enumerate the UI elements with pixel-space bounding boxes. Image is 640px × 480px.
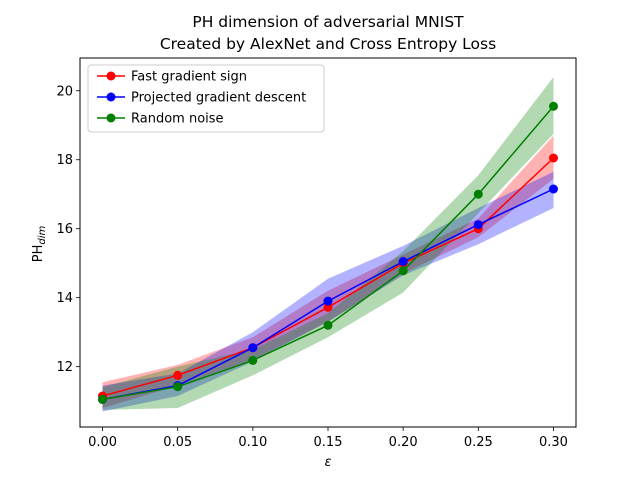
x-tick-label-0: 0.00 (88, 435, 117, 450)
x-axis-label: ε (324, 455, 331, 470)
legend-swatch-marker (106, 113, 116, 123)
x-tick-label-3: 0.15 (314, 435, 343, 450)
point-projected-gradient-descent-4 (398, 257, 408, 266)
point-random-noise-5 (473, 189, 483, 199)
y-axis: 12 14 16 18 20 (56, 84, 80, 375)
series-lines (98, 101, 558, 404)
point-random-noise-1 (173, 382, 183, 392)
x-tick-label-6: 0.30 (539, 435, 568, 450)
point-projected-gradient-descent-2 (248, 343, 258, 353)
legend-item-random-noise: Random noise (97, 112, 224, 127)
point-projected-gradient-descent-5 (473, 220, 483, 230)
x-tick-label-2: 0.10 (238, 435, 267, 450)
band-fast-gradient-sign (102, 135, 554, 408)
y-axis-label: PHdim (31, 225, 48, 262)
point-fast-gradient-sign-3 (323, 302, 333, 312)
legend-label: Random noise (131, 112, 224, 127)
y-axis-label-subscript: dim (37, 225, 48, 244)
point-random-noise-0 (98, 394, 107, 404)
y-tick-label-1: 14 (56, 291, 73, 306)
y-axis-label-main: PH (31, 245, 46, 263)
point-random-noise-2 (248, 355, 258, 365)
x-tick-label-4: 0.20 (389, 435, 418, 450)
band-random-noise (102, 77, 554, 410)
legend-label: Fast gradient sign (131, 70, 247, 85)
chart-subtitle: Created by AlexNet and Cross Entropy Los… (160, 35, 496, 53)
legend: Fast gradient sign Projected gradient de… (87, 64, 325, 133)
legend-swatch-marker (106, 92, 116, 102)
legend-box (87, 64, 325, 133)
legend-label: Projected gradient descent (131, 91, 306, 106)
point-random-noise-6 (549, 101, 558, 111)
point-random-noise-4 (398, 266, 408, 276)
point-fast-gradient-sign-1 (173, 370, 183, 380)
legend-item-projected-gradient-descent: Projected gradient descent (97, 91, 306, 106)
chart-title: PH dimension of adversarial MNIST (192, 13, 464, 31)
point-fast-gradient-sign-6 (549, 153, 558, 163)
x-axis: 0.00 0.05 0.10 0.15 0.20 0.25 0.30 (88, 427, 568, 450)
y-tick-label-2: 16 (56, 222, 73, 237)
x-tick-label-5: 0.25 (464, 435, 493, 450)
point-projected-gradient-descent-3 (323, 296, 333, 306)
point-random-noise-3 (323, 320, 333, 330)
y-tick-label-0: 12 (56, 360, 73, 375)
point-projected-gradient-descent-6 (549, 184, 558, 194)
y-tick-label-3: 18 (56, 153, 73, 168)
legend-swatch-marker (106, 71, 116, 81)
x-tick-label-1: 0.05 (163, 435, 192, 450)
y-tick-label-4: 20 (56, 84, 73, 99)
line-random-noise (102, 105, 555, 401)
legend-item-fast-gradient-sign: Fast gradient sign (97, 70, 247, 85)
